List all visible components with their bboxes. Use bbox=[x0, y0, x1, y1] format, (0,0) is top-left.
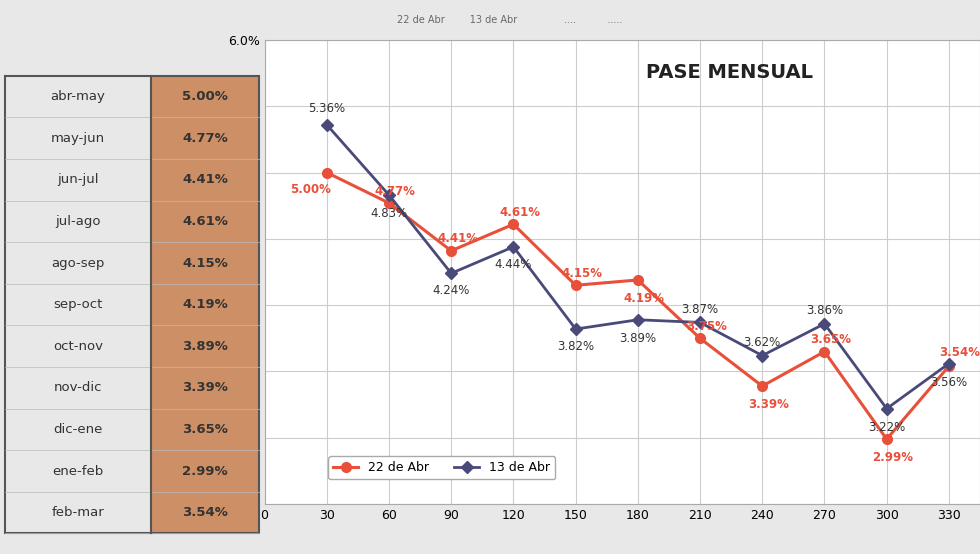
Text: 3.82%: 3.82% bbox=[557, 340, 594, 353]
Text: abr-may: abr-may bbox=[51, 90, 106, 103]
FancyBboxPatch shape bbox=[151, 76, 260, 117]
Text: 3.87%: 3.87% bbox=[681, 302, 718, 316]
Text: 3.62%: 3.62% bbox=[744, 336, 781, 349]
Text: 2.99%: 2.99% bbox=[182, 465, 228, 478]
Text: 3.65%: 3.65% bbox=[182, 423, 228, 436]
Text: 4.83%: 4.83% bbox=[370, 207, 408, 220]
Text: 3.39%: 3.39% bbox=[182, 381, 228, 394]
Text: sep-oct: sep-oct bbox=[53, 298, 103, 311]
Text: 22 de Abr        13 de Abr               ....          .....: 22 de Abr 13 de Abr .... ..... bbox=[397, 15, 622, 25]
FancyBboxPatch shape bbox=[5, 367, 151, 409]
FancyBboxPatch shape bbox=[5, 159, 151, 201]
FancyBboxPatch shape bbox=[5, 76, 151, 117]
FancyBboxPatch shape bbox=[151, 284, 260, 325]
Text: 5.00%: 5.00% bbox=[290, 183, 330, 196]
Text: 3.54%: 3.54% bbox=[182, 506, 228, 519]
FancyBboxPatch shape bbox=[5, 492, 151, 534]
Text: 4.19%: 4.19% bbox=[623, 292, 664, 305]
FancyBboxPatch shape bbox=[151, 492, 260, 534]
Text: 3.54%: 3.54% bbox=[939, 346, 980, 360]
Text: ene-feb: ene-feb bbox=[53, 465, 104, 478]
Text: 4.41%: 4.41% bbox=[437, 232, 478, 245]
FancyBboxPatch shape bbox=[5, 284, 151, 325]
FancyBboxPatch shape bbox=[5, 450, 151, 492]
Text: 5.00%: 5.00% bbox=[182, 90, 228, 103]
Text: 3.56%: 3.56% bbox=[930, 376, 967, 388]
Text: 4.77%: 4.77% bbox=[374, 184, 416, 198]
Text: 4.61%: 4.61% bbox=[499, 206, 540, 219]
Text: jun-jul: jun-jul bbox=[57, 173, 99, 186]
FancyBboxPatch shape bbox=[151, 117, 260, 159]
Text: 4.15%: 4.15% bbox=[562, 267, 603, 280]
Text: 3.89%: 3.89% bbox=[182, 340, 228, 353]
Text: 3.89%: 3.89% bbox=[619, 332, 657, 345]
Text: 2.99%: 2.99% bbox=[872, 451, 913, 464]
FancyBboxPatch shape bbox=[5, 201, 151, 242]
Text: 3.22%: 3.22% bbox=[868, 420, 906, 434]
FancyBboxPatch shape bbox=[151, 159, 260, 201]
FancyBboxPatch shape bbox=[151, 409, 260, 450]
Text: 4.44%: 4.44% bbox=[495, 258, 532, 270]
Text: nov-dic: nov-dic bbox=[54, 381, 102, 394]
Text: 5.36%: 5.36% bbox=[309, 102, 345, 115]
Text: 3.65%: 3.65% bbox=[810, 333, 852, 346]
Text: 4.77%: 4.77% bbox=[182, 132, 228, 145]
FancyBboxPatch shape bbox=[5, 325, 151, 367]
FancyBboxPatch shape bbox=[5, 242, 151, 284]
Text: 3.75%: 3.75% bbox=[686, 320, 727, 333]
Text: oct-nov: oct-nov bbox=[53, 340, 103, 353]
FancyBboxPatch shape bbox=[151, 242, 260, 284]
Text: 4.19%: 4.19% bbox=[182, 298, 228, 311]
FancyBboxPatch shape bbox=[151, 201, 260, 242]
Text: 3.39%: 3.39% bbox=[748, 398, 789, 411]
Text: ago-sep: ago-sep bbox=[51, 257, 105, 270]
Text: feb-mar: feb-mar bbox=[52, 506, 105, 519]
Text: may-jun: may-jun bbox=[51, 132, 105, 145]
Text: PASE MENSUAL: PASE MENSUAL bbox=[646, 63, 813, 82]
FancyBboxPatch shape bbox=[151, 325, 260, 367]
FancyBboxPatch shape bbox=[151, 450, 260, 492]
Text: 4.61%: 4.61% bbox=[182, 215, 228, 228]
Text: 4.24%: 4.24% bbox=[432, 284, 470, 297]
Legend: 22 de Abr, 13 de Abr: 22 de Abr, 13 de Abr bbox=[328, 456, 555, 479]
FancyBboxPatch shape bbox=[151, 367, 260, 409]
Text: 4.41%: 4.41% bbox=[182, 173, 228, 186]
Text: dic-ene: dic-ene bbox=[53, 423, 103, 436]
Text: jul-ago: jul-ago bbox=[55, 215, 101, 228]
Text: 3.86%: 3.86% bbox=[806, 304, 843, 317]
Text: 4.15%: 4.15% bbox=[182, 257, 228, 270]
FancyBboxPatch shape bbox=[5, 409, 151, 450]
FancyBboxPatch shape bbox=[5, 117, 151, 159]
